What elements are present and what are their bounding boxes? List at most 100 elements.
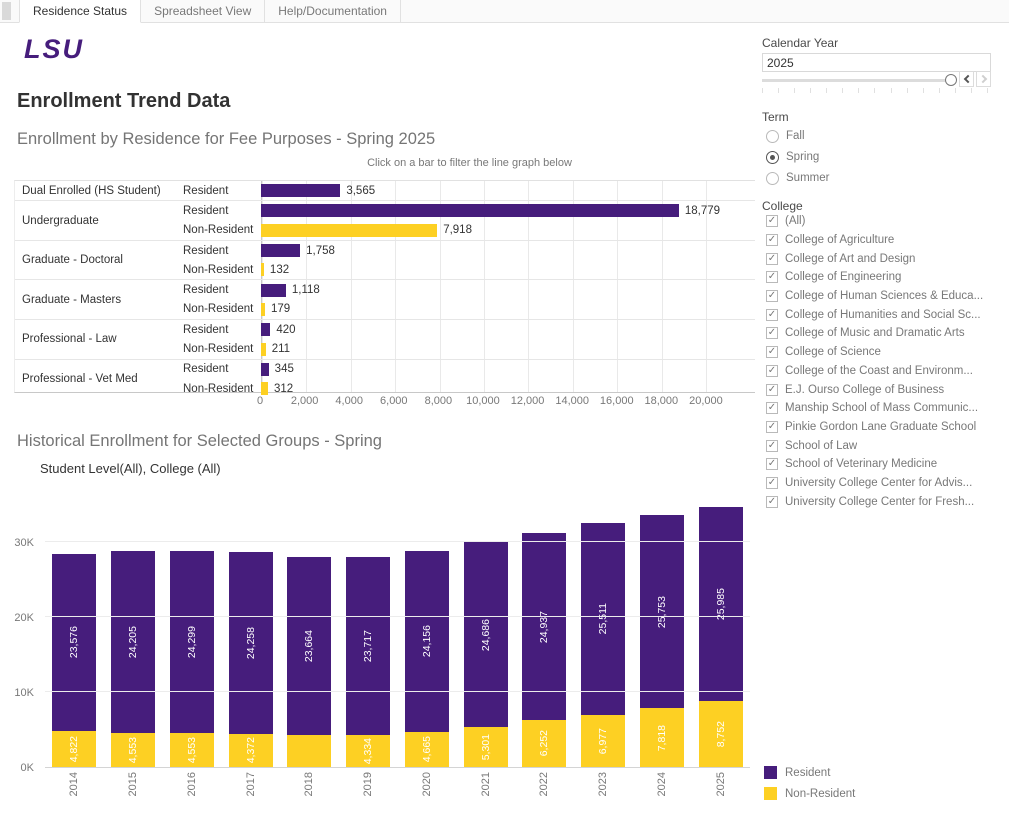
stacked-bar[interactable]: 24,156 4,665	[404, 550, 449, 767]
college-option[interactable]: ✓ College of Agriculture	[766, 231, 1006, 250]
non-resident-segment[interactable]: 4,372	[228, 734, 273, 767]
year-tick: 2016	[163, 772, 222, 796]
stacked-bar[interactable]: 23,664	[287, 557, 332, 767]
radio-spring[interactable]: Spring	[766, 149, 819, 165]
radio-summer[interactable]: Summer	[766, 170, 829, 186]
college-option[interactable]: ✓ E.J. Ourso College of Business	[766, 380, 1006, 399]
college-option[interactable]: ✓ College of Music and Dramatic Arts	[766, 324, 1006, 343]
residence-bar[interactable]	[261, 223, 438, 237]
bar-area: 420	[261, 320, 755, 339]
year-tick: 2017	[221, 772, 280, 796]
residence-bar[interactable]	[261, 362, 269, 376]
non-resident-segment[interactable]	[287, 734, 332, 767]
tab-spreadsheet-view[interactable]: Spreadsheet View	[141, 0, 266, 22]
category-label: Undergraduate	[22, 214, 99, 227]
history-bar-column: 23,576 4,822	[45, 488, 104, 767]
gridline	[528, 181, 530, 392]
resident-segment[interactable]: 24,205	[111, 551, 156, 733]
slider-tick	[986, 88, 988, 93]
non-resident-segment[interactable]: 6,977	[581, 714, 626, 767]
college-option[interactable]: ✓ University College Center for Advis...	[766, 474, 1006, 493]
resident-segment[interactable]: 25,985	[698, 506, 743, 702]
slider-next-button[interactable]	[976, 71, 991, 87]
college-option[interactable]: ✓ College of Human Sciences & Educa...	[766, 287, 1006, 306]
non-resident-segment[interactable]: 4,822	[52, 730, 97, 767]
checkbox-label: College of Music and Dramatic Arts	[785, 327, 965, 340]
non-resident-segment[interactable]: 8,752	[698, 701, 743, 767]
non-resident-segment[interactable]: 7,818	[639, 708, 684, 767]
stacked-bar[interactable]: 24,937 6,252	[522, 533, 567, 767]
college-option[interactable]: ✓ College of Humanities and Social Sc...	[766, 305, 1006, 324]
resident-segment[interactable]: 23,576	[52, 554, 97, 731]
radio-fall[interactable]: Fall	[766, 128, 805, 144]
stacked-bar[interactable]: 25,985 8,752	[698, 506, 743, 767]
history-x-axis: 2014 2015 2016 2017 2018 2019 2020 2021 2022 2023…	[45, 772, 750, 796]
residence-bar[interactable]	[261, 283, 286, 297]
gridline	[706, 181, 708, 392]
year-label: 2015	[127, 772, 140, 797]
non-resident-segment[interactable]: 4,334	[346, 734, 391, 767]
college-option[interactable]: ✓ Pinkie Gordon Lane Graduate School	[766, 418, 1006, 437]
stacked-bar[interactable]: 23,717 4,334	[346, 556, 391, 767]
resident-segment[interactable]: 23,717	[346, 556, 391, 735]
residence-bar[interactable]	[261, 323, 271, 337]
stacked-bar[interactable]: 23,576 4,822	[52, 554, 97, 767]
slider-prev-button[interactable]	[959, 71, 974, 87]
residence-bar[interactable]	[261, 342, 266, 356]
college-option[interactable]: ✓ College of the Coast and Environm...	[766, 362, 1006, 381]
calendar-year-slider[interactable]	[762, 79, 952, 82]
history-chart-subtitle: Student Level(All), College (All)	[40, 461, 221, 476]
slider-tick	[762, 88, 763, 93]
residence-bar[interactable]	[261, 263, 264, 277]
resident-segment[interactable]: 24,937	[522, 533, 567, 721]
residence-bar[interactable]	[261, 204, 679, 218]
college-option[interactable]: ✓ School of Law	[766, 436, 1006, 455]
college-option[interactable]: ✓ College of Engineering	[766, 268, 1006, 287]
bar-value-label: 1,118	[291, 284, 320, 297]
college-option[interactable]: ✓ College of Art and Design	[766, 249, 1006, 268]
residence-bar[interactable]	[261, 382, 268, 396]
non-resident-segment[interactable]: 6,252	[522, 720, 567, 767]
stacked-bar[interactable]: 24,258 4,372	[228, 552, 273, 767]
college-option[interactable]: ✓ (All)	[766, 212, 1006, 231]
stacked-bar[interactable]: 25,511 6,977	[581, 523, 626, 767]
tab-residence-status[interactable]: Residence Status	[19, 0, 142, 23]
college-option[interactable]: ✓ College of Science	[766, 343, 1006, 362]
non-resident-segment[interactable]: 4,553	[111, 732, 156, 767]
resident-segment[interactable]: 24,156	[404, 550, 449, 733]
non-resident-segment[interactable]: 4,553	[169, 732, 214, 767]
resident-segment[interactable]: 25,753	[639, 515, 684, 709]
calendar-year-input[interactable]	[762, 53, 991, 72]
history-bar-column: 24,205 4,553	[104, 488, 163, 767]
tab-help-documentation[interactable]: Help/Documentation	[265, 0, 401, 22]
resident-segment[interactable]: 24,299	[169, 550, 214, 733]
college-option[interactable]: ✓ Manship School of Mass Communic...	[766, 399, 1006, 418]
college-option[interactable]: ✓ University College Center for Fresh...	[766, 492, 1006, 511]
stacked-bar[interactable]: 24,205 4,553	[111, 551, 156, 767]
category-label: Dual Enrolled (HS Student)	[22, 184, 161, 197]
resident-segment[interactable]: 23,664	[287, 557, 332, 735]
resident-segment[interactable]: 24,686	[463, 542, 508, 728]
history-bar-column: 24,686 5,301	[456, 488, 515, 767]
gridline	[45, 691, 750, 692]
resident-value-label: 24,258	[244, 627, 257, 660]
slider-tick	[842, 88, 844, 93]
resident-segment[interactable]: 25,511	[581, 523, 626, 715]
non-resident-segment[interactable]: 4,665	[404, 732, 449, 767]
bar-area: 7,918	[261, 221, 755, 240]
non-resident-segment[interactable]: 5,301	[463, 727, 508, 767]
college-option[interactable]: ✓ School of Veterinary Medicine	[766, 455, 1006, 474]
bar-area: 345	[261, 360, 755, 379]
residence-bar[interactable]	[261, 302, 265, 316]
resident-segment[interactable]: 24,258	[228, 552, 273, 735]
stacked-bar[interactable]: 24,299 4,553	[169, 550, 214, 767]
stacked-bar[interactable]: 24,686 5,301	[463, 542, 508, 767]
residence-category-group: Professional - Vet Med Resident 345 Non-Res…	[15, 358, 755, 399]
slider-handle-icon[interactable]	[945, 74, 957, 86]
residence-bar[interactable]	[261, 244, 301, 258]
year-label: 2024	[655, 772, 668, 797]
residence-bar[interactable]	[261, 184, 341, 198]
stacked-bar[interactable]: 25,753 7,818	[639, 515, 684, 767]
residence-label: Non-Resident	[183, 263, 254, 276]
checkbox-label: College of Human Sciences & Educa...	[785, 290, 984, 303]
